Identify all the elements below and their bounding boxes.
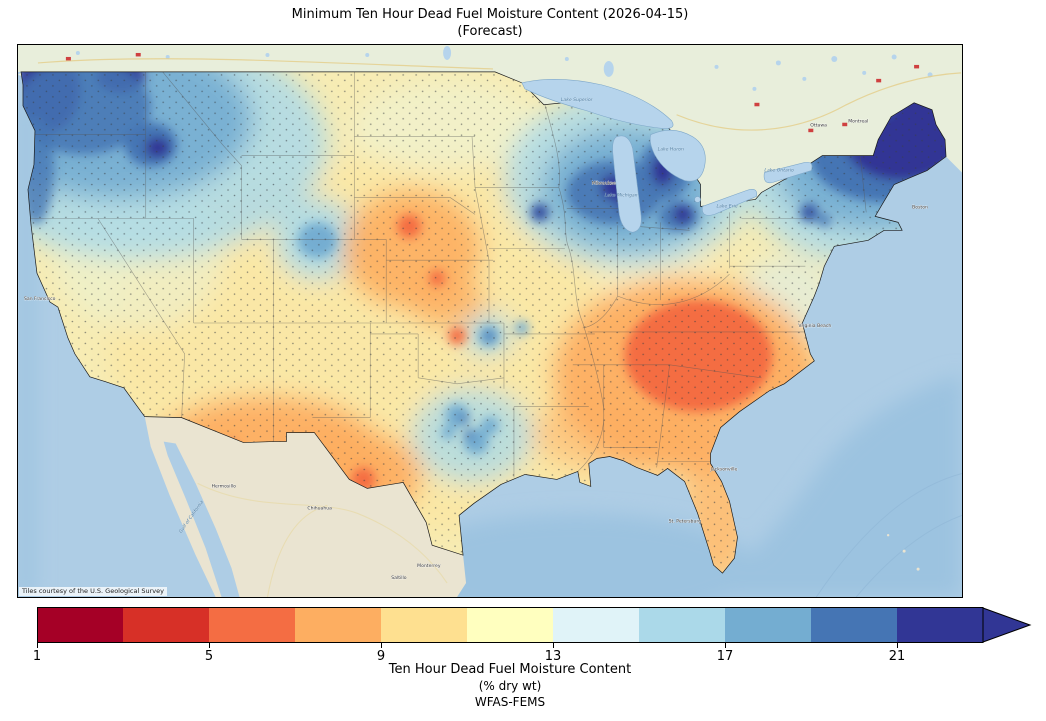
- colorbar-segment: [123, 607, 209, 643]
- colorbar-tick-marks: [37, 643, 898, 648]
- colorbar-segment: [209, 607, 295, 643]
- map-label: Montreal: [848, 119, 868, 125]
- colorbar-extend-arrow: [982, 607, 1032, 643]
- route-shield-icons: [65, 52, 920, 133]
- mexico-land: [144, 416, 467, 597]
- figure-title: Minimum Ten Hour Dead Fuel Moisture Cont…: [17, 6, 963, 40]
- map-label: Ottawa: [810, 123, 827, 129]
- colorbar-segment: [381, 607, 467, 643]
- title-line1: Minimum Ten Hour Dead Fuel Moisture Cont…: [291, 7, 689, 22]
- colorbar-tick-label: 1: [32, 649, 42, 664]
- us-moisture-map: San Francisco Milwaukee Lake Superior La…: [17, 44, 963, 598]
- colorbar-tick-label: 9: [376, 649, 386, 664]
- map-label: Virginia Beach: [798, 323, 831, 329]
- source-label: WFAS-FEMS: [474, 695, 546, 709]
- colorbar-segment: [639, 607, 725, 643]
- map-label: Chihuahua: [307, 505, 332, 511]
- colorbar-tick-label: 13: [544, 649, 562, 664]
- map-label: Lake Superior: [561, 97, 594, 103]
- canada-lakes: [75, 45, 933, 91]
- colorbar-segment: [37, 607, 123, 643]
- map-label: San Francisco: [24, 296, 56, 302]
- mexico-roads: [197, 482, 448, 597]
- great-lakes: [521, 79, 813, 233]
- colorbar-tick-label: 17: [716, 649, 734, 664]
- canada-roads: [37, 58, 962, 131]
- map-label: Lake Huron: [658, 147, 684, 153]
- colorbar: 1 5 9 13 17 21: [33, 607, 1042, 669]
- colorbar-segment: [295, 607, 381, 643]
- map-attribution: Tiles courtesy of the U.S. Geological Su…: [19, 586, 167, 596]
- colorbar-segment: [725, 607, 811, 643]
- map-label: Milwaukee: [592, 180, 616, 186]
- map-label: Lake Ontario: [764, 168, 794, 174]
- bahama-islands: [886, 534, 920, 571]
- colorbar-segment: [897, 607, 983, 643]
- colorbar-units: (% dry wt): [478, 679, 542, 693]
- map-label: Lake Michigan: [605, 192, 638, 198]
- map-label: St. Petersburg: [669, 518, 702, 524]
- colorbar-segment: [811, 607, 897, 643]
- map-label: Jacksonville: [710, 466, 738, 472]
- bathymetry-lines: [815, 472, 962, 597]
- ocean-deep-shading: [18, 104, 962, 597]
- map-svg: San Francisco Milwaukee Lake Superior La…: [18, 45, 962, 597]
- colorbar-segments: [37, 607, 983, 643]
- colorbar-tick-label: 21: [888, 649, 906, 664]
- colorbar-svg: [37, 607, 1032, 648]
- map-label: Boston: [912, 204, 928, 210]
- title-line2: (Forecast): [457, 24, 523, 40]
- state-borders: [22, 71, 867, 478]
- colorbar-frame: [37, 607, 984, 643]
- colorbar-tick-label: 5: [204, 649, 214, 664]
- map-label: Hermosillo: [212, 483, 237, 489]
- canada-land: [18, 45, 962, 207]
- map-label: Monterrey: [417, 563, 441, 569]
- map-label: Lake Erie: [717, 203, 738, 209]
- gulf-of-california: [163, 441, 240, 597]
- map-label: Saltillo: [391, 575, 407, 581]
- colorbar-label: Ten Hour Dead Fuel Moisture Content: [388, 662, 632, 677]
- colorbar-segment: [553, 607, 639, 643]
- colorbar-segment: [467, 607, 553, 643]
